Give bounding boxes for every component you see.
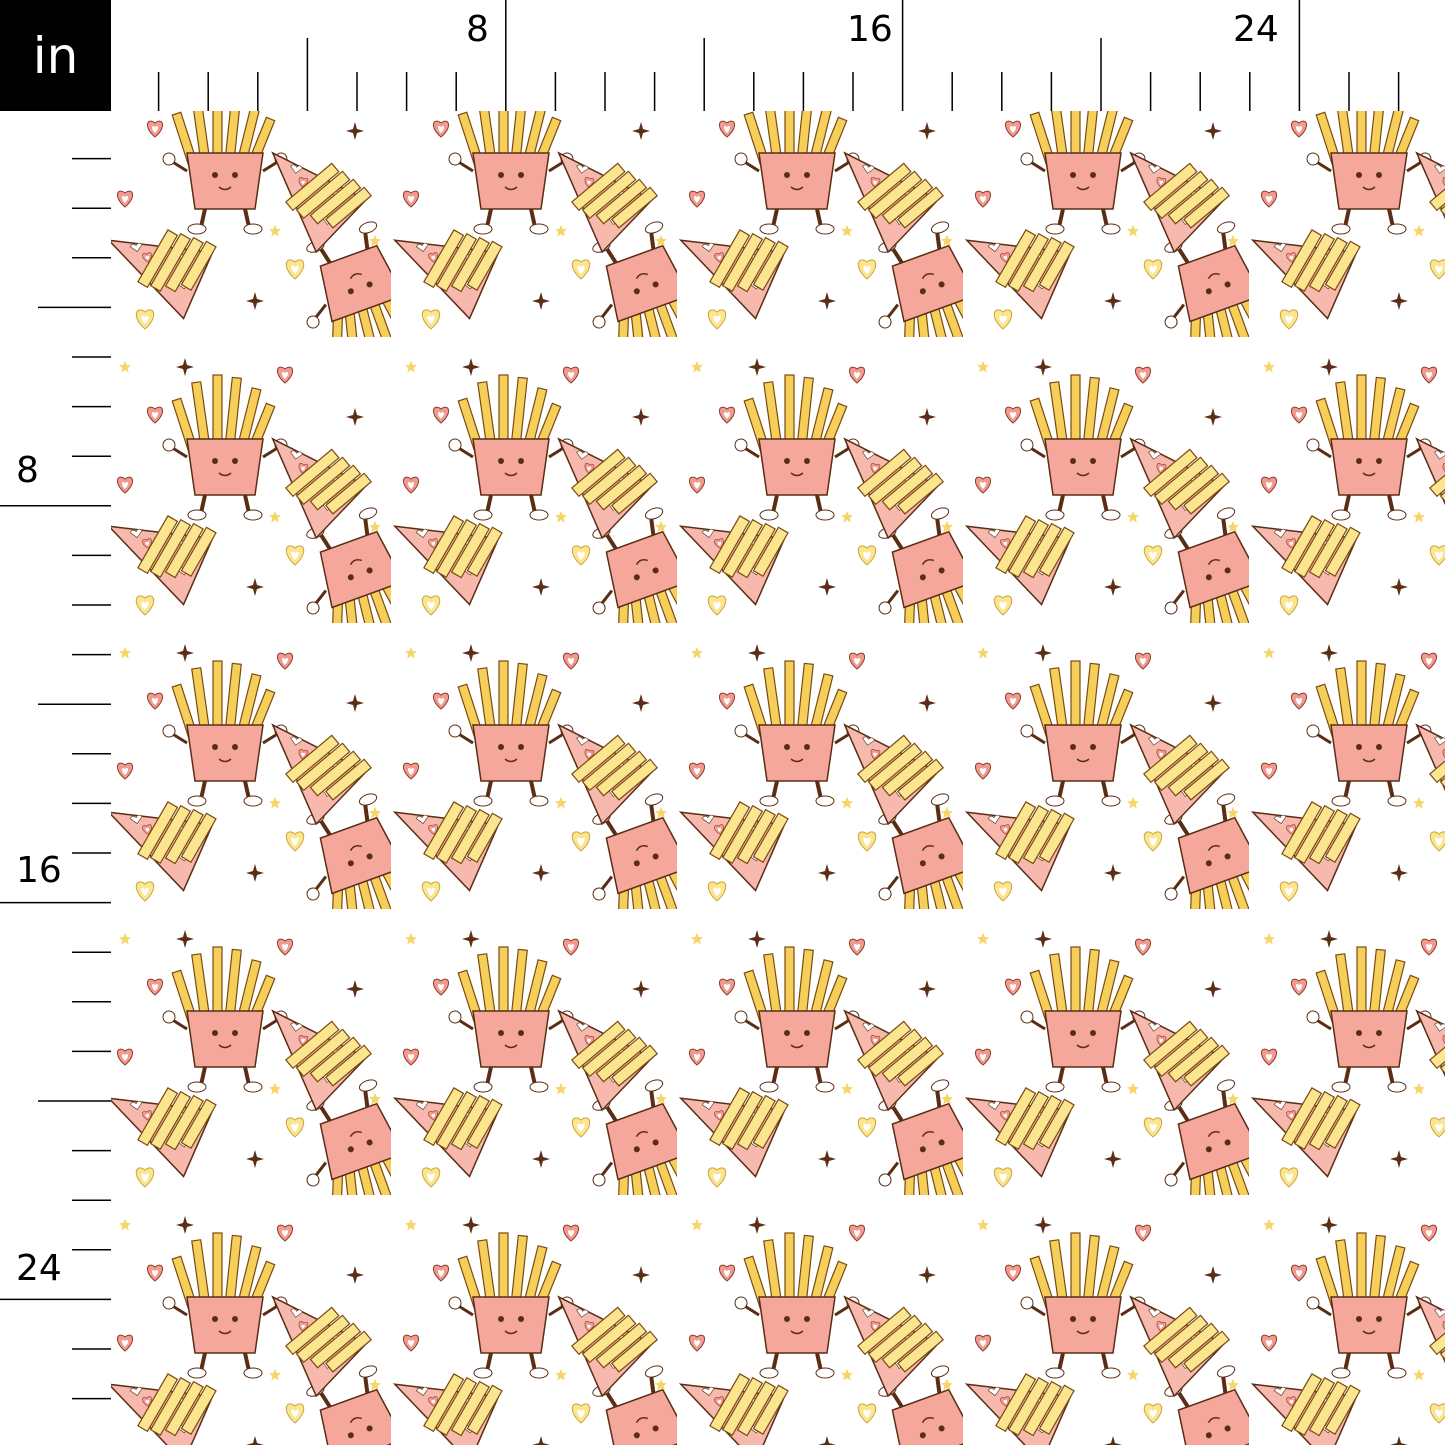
left-ruler: 8 16 24 — [0, 111, 111, 1449]
left-ruler-label-16: 16 — [16, 850, 62, 891]
top-ruler-ticks — [157, 0, 1400, 111]
top-ruler-label-8: 8 — [466, 9, 489, 50]
top-ruler-label-16: 16 — [847, 9, 893, 50]
top-ruler: 8 16 24 — [111, 0, 1445, 111]
left-ruler-label-8: 8 — [16, 450, 39, 491]
left-ruler-ticks — [0, 157, 111, 1449]
fabric-pattern — [111, 111, 1445, 1445]
top-ruler-label-24: 24 — [1233, 9, 1279, 50]
fries-pattern-fill — [111, 111, 1445, 1445]
unit-label: in — [0, 0, 111, 111]
left-ruler-label-24: 24 — [16, 1248, 62, 1289]
